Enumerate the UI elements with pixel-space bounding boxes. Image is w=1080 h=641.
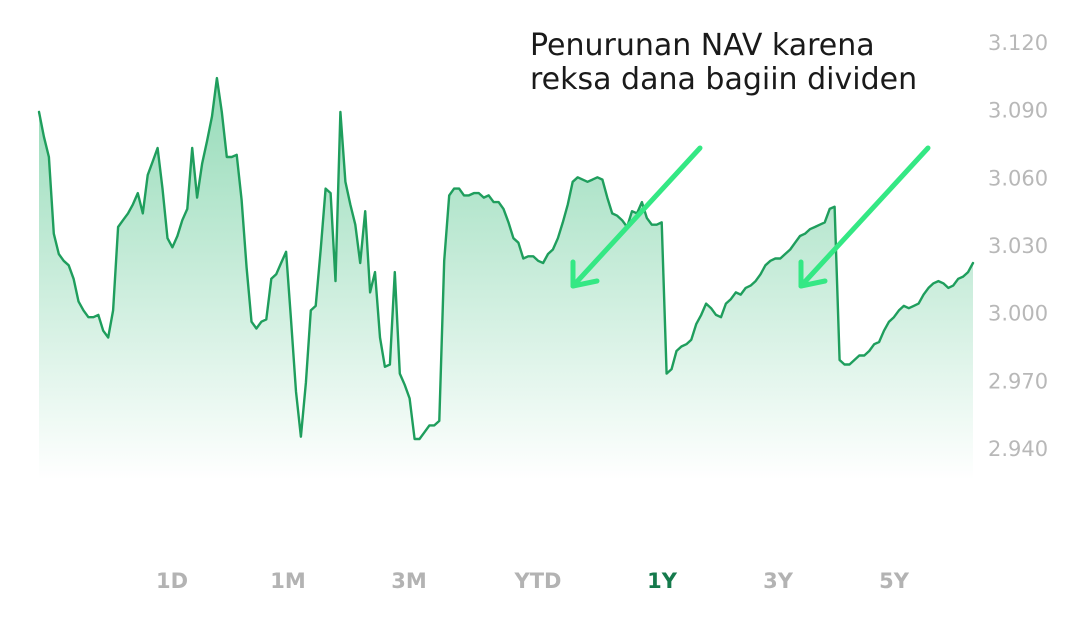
tab-1y[interactable]: 1Y	[647, 569, 678, 593]
annotation-arrow	[570, 145, 703, 289]
y-tick-label: 3.060	[988, 166, 1048, 190]
y-tick-label: 2.940	[988, 437, 1048, 461]
y-tick-label: 3.000	[988, 302, 1048, 326]
y-tick-label: 3.120	[988, 31, 1048, 55]
nav-area-fill	[39, 78, 973, 480]
nav-line	[37, 76, 975, 441]
y-tick-label: 3.090	[988, 99, 1048, 123]
tab-ytd[interactable]: YTD	[514, 569, 562, 593]
tab-1m[interactable]: 1M	[270, 569, 306, 593]
y-axis: 3.120 3.090 3.060 3.030 3.000 2.970 2.940	[988, 31, 1048, 461]
annotation-line-2: reksa dana bagiin dividen	[530, 62, 917, 97]
period-tabs: 1D 1M 3M YTD 1Y 3Y 5Y	[156, 569, 910, 593]
tab-5y[interactable]: 5Y	[879, 569, 910, 593]
annotation-line-1: Penurunan NAV karena	[530, 28, 875, 63]
y-tick-label: 2.970	[988, 369, 1048, 393]
tab-3m[interactable]: 3M	[391, 569, 427, 593]
tab-1d[interactable]: 1D	[156, 569, 188, 593]
dividend-annotation: Penurunan NAV karena reksa dana bagiin d…	[530, 28, 931, 289]
tab-3y[interactable]: 3Y	[763, 569, 794, 593]
plot-area	[37, 76, 975, 480]
y-tick-label: 3.030	[988, 234, 1048, 258]
annotation-arrow	[798, 145, 931, 289]
